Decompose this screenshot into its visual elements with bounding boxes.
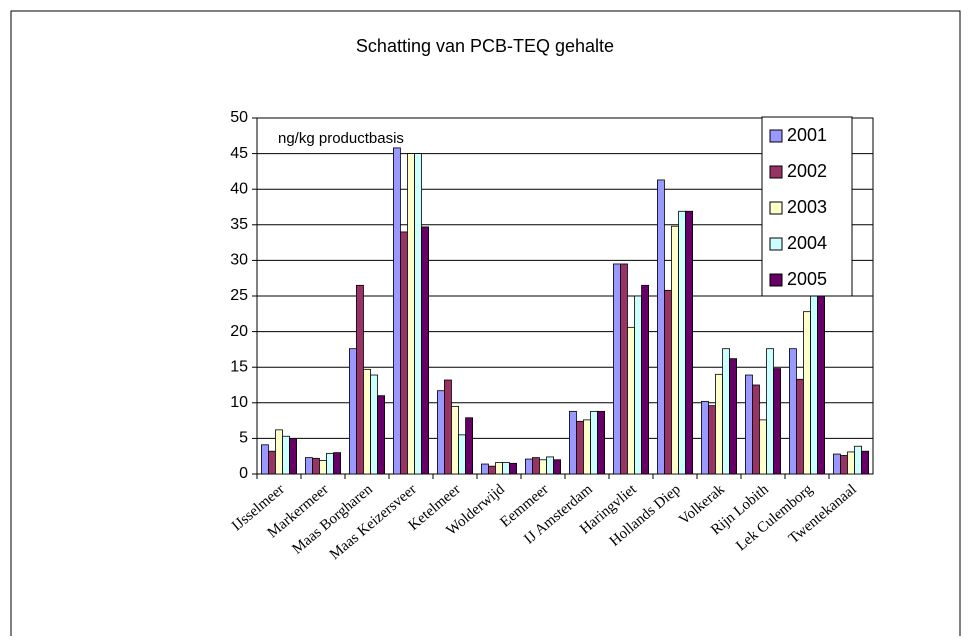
bar [708,405,716,475]
legend-label: 2001 [787,125,827,145]
bar [289,437,297,475]
legend-swatch [769,201,783,215]
y-tick-label: 0 [239,465,248,482]
bar [715,373,723,475]
bar [451,405,459,475]
x-tick-label: Lek Culemborg [733,481,816,554]
bar [641,284,649,475]
bar [480,463,489,475]
bar [620,263,628,475]
y-tick-label: 45 [230,145,248,162]
bar [796,378,804,475]
bar [583,419,591,475]
bar [333,452,341,475]
bar [363,368,371,475]
legend-label: 2004 [787,233,827,253]
bar [840,455,848,475]
bar [319,460,327,475]
bar [392,147,401,475]
chart-title: Schatting van PCB-TEQ gehalte [356,36,614,56]
bar [789,348,797,475]
y-tick-label: 20 [230,323,248,340]
bar [569,410,577,475]
bar [546,456,554,475]
bar [407,153,415,475]
bar [525,458,533,475]
bar [414,153,422,475]
bar [444,379,452,475]
bar [356,284,364,475]
legend: 2001 2002 2003 2004 2005 [761,116,853,297]
bar [553,459,561,475]
bar [590,410,598,475]
bar [597,410,605,475]
bar [502,462,510,475]
bar [495,462,503,475]
bar [304,457,313,475]
bar [613,263,621,475]
bar [488,465,496,475]
bar [773,368,781,475]
y-tick-label: 25 [230,287,248,304]
bar [370,374,378,475]
bar [539,459,547,475]
chart-border [10,10,961,641]
bar [817,274,825,475]
y-tick-label: 15 [230,358,248,375]
bar [810,268,818,475]
bar [745,374,753,475]
bar [664,289,672,475]
bar [854,445,862,475]
bar [421,226,429,475]
bar [759,419,767,475]
bar [729,358,737,475]
y-tick-label: 40 [230,180,248,197]
bar [803,311,811,475]
bar [326,452,334,475]
bar [312,457,320,475]
bar [722,348,730,475]
bar [634,295,642,475]
bar [685,210,693,475]
bar [833,453,841,475]
bar [701,400,709,475]
bar [509,462,517,475]
y-tick-label: 30 [230,252,248,269]
bar [861,450,869,475]
annotation: ng/kg productbasis [278,130,404,147]
bar [348,348,357,475]
bar [766,348,774,475]
bar [752,384,760,475]
legend-label: 2005 [787,269,827,289]
y-tick-label: 35 [230,216,248,233]
bar [458,434,466,475]
legend-swatch [769,165,783,179]
legend-swatch [769,129,783,143]
y-tick-label: 10 [230,394,248,411]
bar [532,457,540,475]
bar [657,179,665,475]
bar [671,225,679,475]
y-tick-label: 5 [239,430,248,447]
bar [275,429,283,475]
bar [282,435,290,475]
bar [400,231,408,475]
legend-label: 2003 [787,197,827,217]
bar [260,444,269,475]
bar [268,450,276,475]
bar [847,451,855,475]
legend-swatch [769,273,783,287]
bar [377,395,385,475]
bar [465,417,473,475]
legend-swatch [769,237,783,251]
bar [436,390,445,475]
bar [678,210,686,475]
y-tick-label: 50 [230,109,248,126]
bar [627,326,635,475]
bar [576,420,584,475]
legend-label: 2002 [787,161,827,181]
